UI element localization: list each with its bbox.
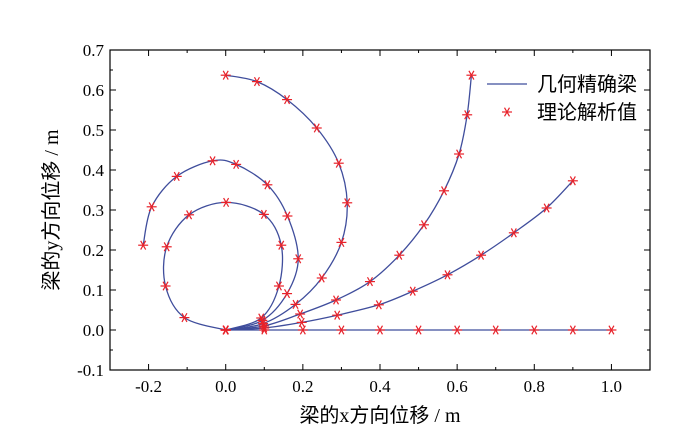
series-4-point-8 <box>311 123 322 133</box>
series-5-point-9 <box>171 171 182 182</box>
series-4-point-3 <box>290 299 301 310</box>
x-tick-label: 0.4 <box>369 377 391 396</box>
series-4-point-4 <box>316 273 327 283</box>
series-5-point-11 <box>138 240 149 250</box>
x-tick-label: 0.0 <box>215 377 236 396</box>
series-6-point-8 <box>161 242 172 252</box>
series-4-point-5 <box>336 237 347 248</box>
series-2-point-7 <box>442 270 453 280</box>
series-4-point-7 <box>333 158 344 168</box>
legend-line-label: 几何精确梁 <box>537 73 637 96</box>
series-2-point-4 <box>332 310 343 320</box>
series-3-point-7 <box>418 220 429 230</box>
x-tick-label: 0.2 <box>292 377 313 396</box>
series-5-point-6 <box>262 180 273 190</box>
x-tick-label: 0.8 <box>524 377 545 396</box>
series-2-point-11 <box>567 176 578 186</box>
y-tick-label: 0.0 <box>83 321 104 340</box>
series-1-point-5 <box>375 325 385 335</box>
x-tick-label: 1.0 <box>601 377 622 396</box>
series-6-point-3 <box>273 281 284 291</box>
series-1-point-11 <box>606 325 617 335</box>
series-3-point-9 <box>454 149 465 159</box>
series-5-point-4 <box>293 254 304 264</box>
y-tick-label: 0.2 <box>83 241 104 260</box>
series-2-point-10 <box>541 203 552 213</box>
marker-group <box>138 70 617 335</box>
y-tick-label: -0.1 <box>77 361 104 380</box>
series-3-point-8 <box>439 186 450 196</box>
y-tick-label: 0.6 <box>83 81 104 100</box>
series-2-point-5 <box>373 300 384 310</box>
series-6-point-5 <box>258 209 269 220</box>
series-1-point-7 <box>452 325 463 335</box>
series-3-point-4 <box>331 295 342 305</box>
series-1-point-8 <box>490 325 501 335</box>
series-3-point-6 <box>394 250 405 260</box>
series-2-point-8 <box>476 250 487 260</box>
series-6-point-4 <box>276 240 287 250</box>
series-1-point-6 <box>413 325 424 335</box>
series-1-point-10 <box>567 325 578 335</box>
x-tick-label: 0.6 <box>447 377 468 396</box>
y-tick-label: 0.3 <box>83 201 104 220</box>
series-3-point-11 <box>466 70 477 80</box>
y-tick-label: 0.5 <box>83 121 104 140</box>
series-4-point-11 <box>220 70 231 80</box>
series-1-point-4 <box>336 325 347 335</box>
series-3-point-3 <box>295 309 306 319</box>
series-3-point-5 <box>364 276 375 287</box>
tick-group <box>109 49 651 371</box>
series-5-point-3 <box>282 288 293 299</box>
x-tick-label: -0.2 <box>135 377 162 396</box>
series-6-point-10 <box>179 312 190 323</box>
y-tick-label: 0.7 <box>83 41 105 60</box>
series-5-curve <box>142 159 299 331</box>
series-3-point-10 <box>462 110 473 120</box>
series-2-point-9 <box>508 228 519 238</box>
series-6-point-11 <box>220 325 231 335</box>
series-6-point-6 <box>221 197 232 208</box>
series-2-point-6 <box>407 286 418 296</box>
series-6-point-7 <box>184 210 195 220</box>
y-axis-title: 梁的y方向位移 / m <box>40 129 63 291</box>
legend-marker-star <box>502 107 512 117</box>
legend-marker-label: 理论解析值 <box>537 101 637 124</box>
x-axis-title: 梁的x方向位移 / m <box>299 404 461 427</box>
series-6-point-9 <box>160 281 171 291</box>
series-2-point-3 <box>296 317 307 328</box>
series-5-point-8 <box>207 156 218 166</box>
series-5-point-10 <box>146 202 157 212</box>
series-5-point-7 <box>231 159 242 170</box>
plot-frame <box>109 49 651 371</box>
series-1-point-9 <box>529 325 540 335</box>
legend: 几何精确梁 理论解析值 <box>487 73 637 124</box>
series-4-point-10 <box>251 76 262 87</box>
series-5-point-5 <box>282 211 293 221</box>
tick-label-group: -0.2 0.0 0.2 0.4 0.6 0.8 1.0 -0.1 0.0 0.1 0.2 0.3 0.… <box>77 41 622 396</box>
series-6-point-2 <box>256 313 267 323</box>
series-6-curve <box>162 201 284 331</box>
y-tick-label: 0.4 <box>83 161 105 180</box>
series-4-point-9 <box>282 94 293 105</box>
legend-marker-sample <box>502 107 512 117</box>
y-tick-label: 0.1 <box>83 281 104 300</box>
series-1-point-3 <box>297 325 308 335</box>
series-4-point-6 <box>342 198 353 208</box>
